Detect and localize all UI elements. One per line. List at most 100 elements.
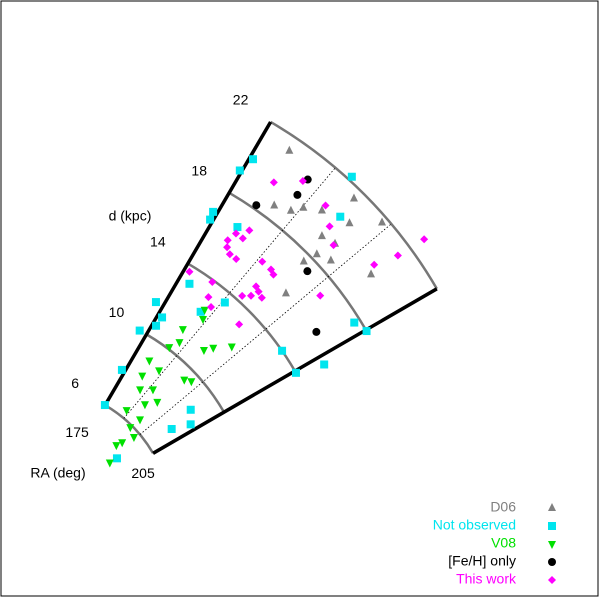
point <box>152 321 161 330</box>
point <box>286 205 295 214</box>
point <box>100 401 109 410</box>
grid-arc <box>269 120 438 290</box>
point <box>136 386 145 395</box>
point <box>231 229 240 238</box>
point <box>135 416 144 425</box>
point <box>349 193 358 202</box>
point <box>312 249 321 258</box>
point <box>345 218 354 227</box>
point <box>252 201 261 210</box>
point <box>299 202 308 211</box>
point <box>223 236 232 245</box>
point <box>122 407 131 416</box>
marks <box>100 145 429 468</box>
point <box>312 327 321 336</box>
point <box>370 260 379 269</box>
legend-label: Not observed <box>433 517 516 533</box>
legend-marker <box>548 558 556 566</box>
grid-radial <box>139 223 392 435</box>
point <box>238 291 247 300</box>
point <box>223 243 232 252</box>
point <box>227 343 236 352</box>
point <box>336 212 345 221</box>
point <box>285 145 294 154</box>
point <box>148 386 157 395</box>
point <box>246 291 255 300</box>
point <box>199 347 208 356</box>
point <box>329 241 338 250</box>
point <box>200 306 209 315</box>
point <box>326 255 335 264</box>
legend-marker <box>548 503 556 511</box>
grid-arc <box>187 262 297 372</box>
point <box>270 200 279 209</box>
point <box>220 298 229 307</box>
point <box>303 267 312 276</box>
point <box>317 205 326 214</box>
point <box>165 344 174 353</box>
point <box>281 288 290 297</box>
point <box>187 378 196 387</box>
y-tick-label: 10 <box>109 304 125 320</box>
y-tick-label: 14 <box>150 233 166 249</box>
point <box>117 365 126 374</box>
point <box>138 372 147 381</box>
point <box>209 344 218 353</box>
point <box>129 434 138 443</box>
point <box>291 368 300 377</box>
y-tick-label: 22 <box>233 92 249 108</box>
point <box>299 256 308 265</box>
point <box>155 367 164 376</box>
point <box>378 217 387 226</box>
point <box>316 291 325 300</box>
point <box>209 207 218 216</box>
point <box>258 257 267 266</box>
point <box>232 254 241 263</box>
y-tick-label: 6 <box>71 375 79 391</box>
point <box>298 176 307 185</box>
point <box>362 327 371 336</box>
y-axis-label: d (kpc) <box>109 208 152 224</box>
point <box>393 251 402 260</box>
point <box>367 269 376 278</box>
point <box>317 231 326 240</box>
point <box>321 201 330 210</box>
point <box>249 155 258 164</box>
wedge-grid: 6 10 14 18 22 175 205 <box>65 92 438 481</box>
point <box>135 326 144 335</box>
x-tick-label: 205 <box>131 465 155 481</box>
point <box>112 442 121 451</box>
point <box>158 313 167 322</box>
point <box>320 360 329 369</box>
point <box>185 267 194 276</box>
point <box>199 315 208 324</box>
point <box>254 287 263 296</box>
point <box>245 226 254 235</box>
y-tick-label: 18 <box>191 162 207 178</box>
legend-marker <box>548 522 556 530</box>
legend-label: This work <box>456 571 517 587</box>
point <box>196 307 205 316</box>
point <box>186 420 195 429</box>
x-tick-label: 175 <box>65 424 89 440</box>
point <box>178 326 187 335</box>
point <box>153 398 162 407</box>
point <box>420 235 429 244</box>
point <box>293 190 302 199</box>
point <box>225 250 234 259</box>
point <box>118 439 127 448</box>
legend-label: V08 <box>491 535 516 551</box>
point <box>105 459 114 468</box>
point <box>235 320 244 329</box>
point <box>185 279 194 288</box>
point <box>206 215 215 224</box>
x-axis-label: RA (deg) <box>30 465 85 481</box>
point <box>347 172 356 181</box>
legend: D06 Not observed V08 [Fe/H] only This work <box>433 499 556 587</box>
point <box>235 166 244 175</box>
point <box>233 223 242 232</box>
point <box>207 302 216 311</box>
grid-arc <box>145 333 226 413</box>
